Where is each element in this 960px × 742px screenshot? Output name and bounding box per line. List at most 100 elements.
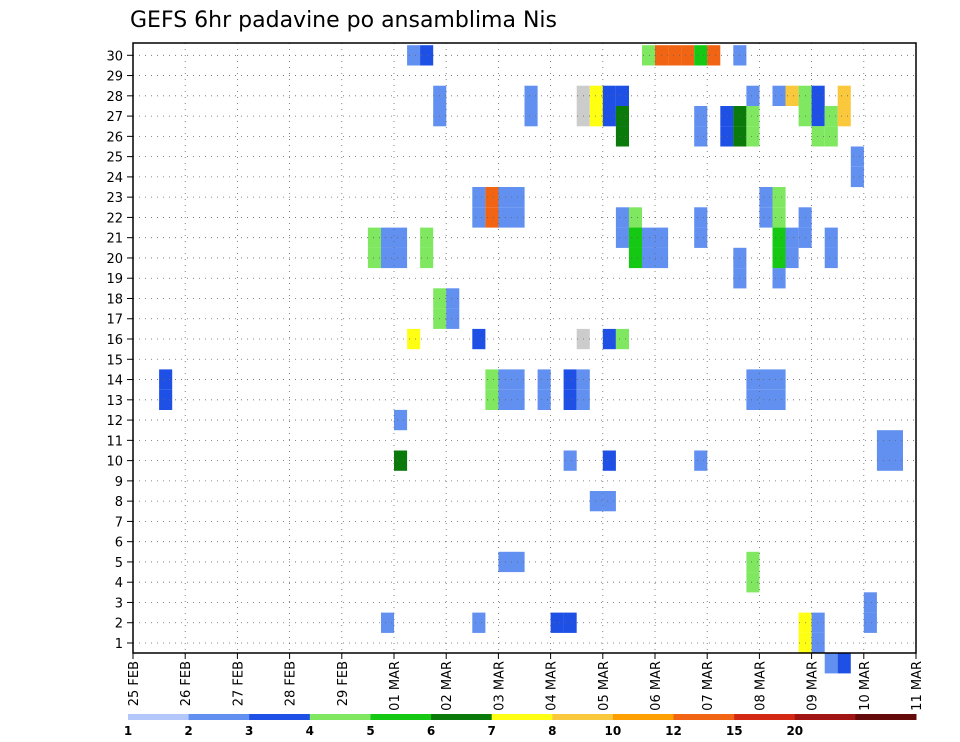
y-tick-label: 23: [106, 191, 123, 206]
heatmap-cell: [485, 369, 499, 390]
heatmap-cell: [511, 389, 525, 410]
x-tick-label: 08 MAR: [753, 661, 768, 711]
heatmap-cell: [628, 207, 642, 228]
y-tick-label: 29: [106, 70, 123, 85]
heatmap-cells: [159, 45, 903, 674]
heatmap-cell: [759, 389, 773, 410]
y-tick-label: 21: [106, 232, 123, 247]
colorbar-label: 4: [306, 724, 314, 738]
heatmap-cell: [537, 389, 551, 410]
y-tick-label: 8: [115, 495, 123, 510]
x-tick-label: 27 FEB: [231, 661, 246, 706]
colorbar-label: 12: [665, 724, 682, 738]
y-tick-label: 4: [115, 576, 123, 591]
heatmap-cell: [394, 227, 408, 248]
colorbar-segment: [491, 714, 553, 720]
heatmap-cell: [694, 126, 708, 147]
heatmap-cell: [394, 450, 408, 471]
y-tick-label: 9: [115, 475, 123, 490]
heatmap-cell: [563, 389, 577, 410]
heatmap-cell: [537, 369, 551, 390]
y-tick-label: 30: [106, 49, 123, 64]
heatmap-cell: [694, 227, 708, 248]
x-tick-label: 10 MAR: [858, 661, 873, 711]
heatmap-cell: [498, 551, 512, 573]
heatmap-cell: [681, 45, 695, 66]
y-tick-label: 15: [106, 353, 123, 368]
colorbar-label: 1: [124, 724, 132, 738]
heatmap-cell: [811, 126, 825, 147]
heatmap-cell: [694, 106, 708, 127]
heatmap-cell: [563, 450, 577, 471]
colorbar-segment: [188, 714, 250, 720]
heatmap-cell: [589, 491, 603, 512]
heatmap-cell: [772, 207, 786, 228]
heatmap-cell: [420, 227, 434, 248]
heatmap-cell: [863, 612, 877, 633]
colorbar-label: 15: [726, 724, 743, 738]
heatmap-cell: [772, 187, 786, 208]
colorbar-label: 20: [786, 724, 803, 738]
colorbar-segment: [794, 714, 856, 720]
heatmap-cell: [615, 106, 629, 127]
heatmap-cell: [615, 227, 629, 248]
heatmap-cell: [642, 227, 656, 248]
colorbar-segment: [431, 714, 493, 720]
heatmap-cell: [759, 369, 773, 390]
heatmap-cell: [498, 187, 512, 208]
x-tick-label: 03 MAR: [492, 661, 507, 711]
heatmap-cell: [407, 45, 421, 66]
heatmap-cell: [485, 187, 499, 208]
heatmap-cell: [381, 227, 395, 248]
heatmap-cell: [837, 106, 851, 127]
heatmap-cell: [707, 45, 721, 66]
heatmap-cell: [602, 450, 616, 471]
heatmap-cell: [746, 389, 760, 410]
heatmap-cell: [615, 85, 629, 106]
x-tick-label: 06 MAR: [649, 661, 664, 711]
colorbar-segment: [309, 714, 371, 720]
y-tick-label: 7: [115, 515, 123, 530]
heatmap-cell: [746, 551, 760, 573]
heatmap-cell: [772, 389, 786, 410]
heatmap-cell: [785, 227, 799, 248]
heatmap-cell: [511, 207, 525, 228]
heatmap-cell: [772, 369, 786, 390]
heatmap-cell: [772, 85, 786, 106]
y-tick-label: 12: [106, 414, 123, 429]
heatmap-cell: [511, 551, 525, 573]
heatmap-cell: [485, 207, 499, 228]
heatmap-cell: [694, 207, 708, 228]
heatmap-cell: [420, 247, 434, 269]
heatmap-cell: [694, 45, 708, 66]
colorbar-segment: [249, 714, 311, 720]
heatmap-cell: [381, 247, 395, 269]
x-tick-label: 01 MAR: [388, 661, 403, 711]
heatmap-cell: [485, 389, 499, 410]
heatmap-cell: [772, 227, 786, 248]
y-tick-label: 13: [106, 394, 123, 409]
y-tick-label: 10: [106, 455, 123, 470]
heatmap-cell: [824, 126, 838, 147]
colorbar-label: 2: [184, 724, 192, 738]
y-tick-label: 5: [115, 556, 123, 571]
heatmap-cell: [785, 247, 799, 269]
heatmap-cell: [759, 187, 773, 208]
x-tick-label: 09 MAR: [806, 661, 821, 711]
heatmap-cell: [472, 207, 486, 228]
heatmap-cell: [159, 389, 173, 410]
heatmap-cell: [642, 247, 656, 269]
heatmap-cell: [602, 106, 616, 127]
y-tick-label: 17: [106, 313, 123, 328]
y-tick-label: 19: [106, 272, 123, 287]
heatmap-cell: [446, 288, 460, 309]
y-tick-label: 18: [106, 292, 123, 307]
colorbar-segment: [673, 714, 735, 720]
heatmap-cell: [381, 612, 395, 633]
heatmap-cell: [720, 106, 734, 127]
heatmap-cell: [628, 227, 642, 248]
heatmap-cell: [498, 207, 512, 228]
colorbar-segment: [128, 714, 190, 720]
heatmap-cell: [472, 328, 486, 350]
